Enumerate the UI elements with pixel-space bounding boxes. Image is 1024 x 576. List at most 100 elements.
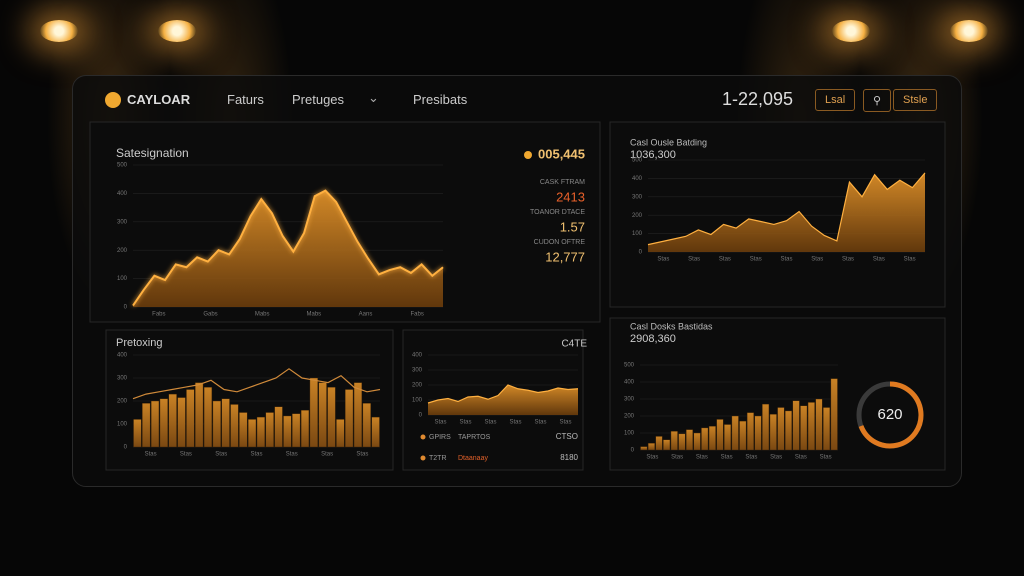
area	[648, 172, 925, 252]
y-tick-label: 0	[419, 413, 423, 419]
y-tick-label: 500	[632, 158, 643, 164]
y-tick-label: 400	[117, 191, 128, 197]
bar	[784, 410, 793, 451]
counter: 1-22,095	[722, 89, 794, 109]
kpi-dot	[524, 151, 532, 159]
x-tick-label: Mabs	[306, 312, 321, 318]
legend-dot	[420, 434, 426, 440]
panel-title: Satesignation	[116, 146, 189, 160]
y-tick-label: 100	[632, 231, 643, 237]
button[interactable]: Lsal	[815, 89, 856, 111]
bar	[345, 389, 354, 448]
bar	[708, 426, 716, 451]
x-tick-label: Stas	[215, 452, 227, 458]
dropdown-caret[interactable]: ⌄	[368, 90, 379, 105]
x-tick-label: Stas	[719, 257, 731, 263]
kpi: 005,445	[538, 146, 585, 161]
x-tick-label: Mabs	[255, 312, 270, 318]
y-tick-label: 400	[117, 353, 128, 359]
legend-label: GPIRS	[429, 434, 451, 441]
bar	[815, 398, 823, 451]
y-tick-label: 0	[631, 448, 635, 454]
panel-title: Casl Dosks Bastidas	[630, 321, 713, 331]
y-tick-label: 0	[639, 250, 643, 256]
x-tick-label: Stas	[904, 257, 916, 263]
y-tick-label: 200	[632, 213, 643, 219]
bar	[362, 403, 371, 448]
bar	[159, 398, 168, 448]
bar	[678, 433, 686, 451]
kpi: 1036,300	[630, 149, 676, 161]
x-tick-label: Stas	[434, 420, 446, 426]
nav-link[interactable]: Faturs	[227, 92, 264, 107]
bar	[754, 415, 762, 451]
bar	[800, 405, 808, 451]
bar	[221, 398, 230, 448]
stat-value: 1.57	[560, 219, 585, 234]
y-tick-label: 300	[412, 368, 423, 374]
bar	[777, 407, 785, 451]
legend-value: CTSO	[556, 432, 578, 441]
x-tick-label: Stas	[646, 455, 658, 461]
bar	[239, 412, 248, 448]
y-tick-label: 100	[117, 422, 128, 428]
bar	[701, 427, 709, 451]
brand[interactable]: CAYLOAR	[105, 91, 190, 108]
bar	[292, 413, 301, 448]
panel-title: Casl Ousle Batding	[630, 137, 707, 147]
bar	[203, 387, 213, 448]
x-tick-label: Stas	[770, 455, 782, 461]
y-tick-label: 0	[124, 445, 128, 451]
x-tick-label: Aans	[359, 312, 373, 318]
spotlight	[158, 20, 196, 42]
bar	[309, 377, 318, 448]
y-tick-label: 300	[624, 397, 635, 403]
button[interactable]: Stsle	[893, 89, 938, 111]
x-tick-label: Stas	[688, 257, 700, 263]
x-tick-label: Gabs	[203, 312, 217, 318]
y-tick-label: 500	[117, 163, 128, 169]
bar	[265, 412, 274, 448]
bar	[150, 400, 160, 448]
x-tick-label: Stas	[842, 257, 854, 263]
stat-value: 2413	[556, 189, 585, 204]
legend-name: Dtaanaay	[458, 455, 488, 462]
nav-link[interactable]: Presibats	[413, 92, 468, 107]
bar	[274, 406, 283, 448]
x-tick-label: Stas	[750, 257, 762, 263]
gauge-arc	[858, 381, 924, 449]
x-tick-label: Stas	[286, 452, 298, 458]
x-tick-label: Stas	[873, 257, 885, 263]
kpi: 2908,360	[630, 333, 676, 345]
nav-link[interactable]: Pretuges	[292, 92, 345, 107]
x-tick-label: Stas	[534, 420, 546, 426]
y-tick-label: 400	[412, 353, 423, 359]
y-tick-label: 100	[117, 276, 128, 282]
y-tick-label: 200	[412, 383, 423, 389]
spotlight	[950, 20, 988, 42]
bar	[177, 397, 186, 448]
stat-label: CASK FTRAM	[540, 179, 585, 186]
bar	[327, 387, 336, 448]
bar	[685, 429, 694, 451]
stat-label: CUDON OFTRE	[534, 239, 586, 246]
line	[132, 189, 444, 307]
bar	[142, 403, 151, 448]
bar	[762, 403, 770, 451]
bar	[670, 431, 678, 451]
x-tick-label: Stas	[509, 420, 521, 426]
x-tick-label: Fabs	[152, 312, 165, 318]
x-tick-label: Stas	[459, 420, 471, 426]
legend-dot	[420, 455, 426, 461]
y-tick-label: 100	[412, 398, 423, 404]
bar	[792, 400, 800, 451]
bar	[830, 378, 838, 451]
y-tick-label: 300	[117, 376, 128, 382]
y-tick-label: 500	[624, 363, 635, 369]
legend-value: 8180	[560, 453, 578, 462]
line	[427, 384, 579, 404]
spotlight	[832, 20, 870, 42]
x-tick-label: Stas	[671, 455, 683, 461]
search-button[interactable]: ⚲	[863, 89, 892, 112]
